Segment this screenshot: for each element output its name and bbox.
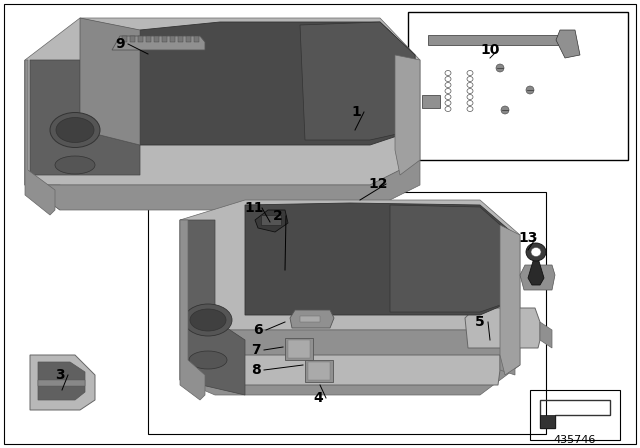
Text: 5: 5 bbox=[475, 315, 485, 329]
Ellipse shape bbox=[50, 112, 100, 147]
Ellipse shape bbox=[531, 247, 541, 257]
Bar bbox=[261, 215, 281, 225]
Bar bbox=[305, 360, 333, 382]
Ellipse shape bbox=[526, 243, 546, 261]
Bar bbox=[408, 12, 628, 160]
Polygon shape bbox=[500, 225, 520, 375]
Polygon shape bbox=[465, 308, 540, 348]
Bar bbox=[170, 36, 175, 42]
Polygon shape bbox=[38, 362, 85, 400]
Polygon shape bbox=[25, 18, 420, 185]
Text: 6: 6 bbox=[253, 323, 263, 337]
Polygon shape bbox=[140, 22, 415, 145]
Text: 2: 2 bbox=[273, 209, 283, 223]
Polygon shape bbox=[528, 258, 544, 285]
Bar bbox=[285, 338, 313, 360]
Bar bbox=[308, 362, 330, 380]
Bar bbox=[194, 36, 199, 42]
Circle shape bbox=[501, 106, 509, 114]
Polygon shape bbox=[540, 415, 555, 428]
Polygon shape bbox=[180, 310, 520, 395]
Ellipse shape bbox=[56, 117, 94, 142]
Polygon shape bbox=[290, 310, 334, 328]
Bar bbox=[178, 36, 183, 42]
Polygon shape bbox=[180, 200, 520, 330]
Polygon shape bbox=[255, 210, 288, 232]
Polygon shape bbox=[180, 220, 245, 395]
Bar bbox=[138, 36, 143, 42]
Bar bbox=[530, 390, 620, 440]
Polygon shape bbox=[80, 18, 140, 145]
Polygon shape bbox=[390, 205, 515, 312]
Text: 1: 1 bbox=[351, 105, 361, 119]
Polygon shape bbox=[180, 220, 205, 400]
Polygon shape bbox=[556, 30, 580, 58]
Polygon shape bbox=[395, 55, 420, 175]
Text: 8: 8 bbox=[251, 363, 261, 377]
Polygon shape bbox=[25, 60, 55, 215]
Text: 13: 13 bbox=[518, 231, 538, 245]
Polygon shape bbox=[500, 355, 515, 375]
Polygon shape bbox=[30, 60, 140, 175]
Bar bbox=[300, 316, 320, 322]
Polygon shape bbox=[25, 160, 420, 210]
Text: 9: 9 bbox=[115, 37, 125, 51]
Text: 4: 4 bbox=[313, 391, 323, 405]
Polygon shape bbox=[38, 380, 85, 386]
Text: 7: 7 bbox=[251, 343, 261, 357]
Ellipse shape bbox=[184, 304, 232, 336]
Text: 10: 10 bbox=[480, 43, 500, 57]
Text: 435746: 435746 bbox=[554, 435, 596, 445]
Bar bbox=[154, 36, 159, 42]
Polygon shape bbox=[220, 355, 500, 385]
Polygon shape bbox=[300, 22, 415, 140]
Ellipse shape bbox=[189, 351, 227, 369]
Polygon shape bbox=[30, 355, 95, 410]
Bar bbox=[122, 36, 127, 42]
Ellipse shape bbox=[55, 156, 95, 174]
Bar bbox=[186, 36, 191, 42]
Polygon shape bbox=[422, 95, 440, 108]
Polygon shape bbox=[520, 265, 555, 290]
Bar bbox=[288, 340, 310, 358]
Polygon shape bbox=[245, 203, 515, 315]
Circle shape bbox=[496, 64, 504, 72]
Polygon shape bbox=[540, 322, 552, 348]
Text: 3: 3 bbox=[55, 368, 65, 382]
Polygon shape bbox=[25, 60, 60, 210]
Text: 11: 11 bbox=[244, 201, 264, 215]
Text: 12: 12 bbox=[368, 177, 388, 191]
Circle shape bbox=[526, 86, 534, 94]
Ellipse shape bbox=[190, 309, 226, 331]
Bar bbox=[146, 36, 151, 42]
Bar bbox=[130, 36, 135, 42]
Polygon shape bbox=[112, 36, 205, 50]
Bar bbox=[428, 35, 558, 45]
Bar bbox=[162, 36, 167, 42]
Bar bbox=[148, 192, 546, 434]
